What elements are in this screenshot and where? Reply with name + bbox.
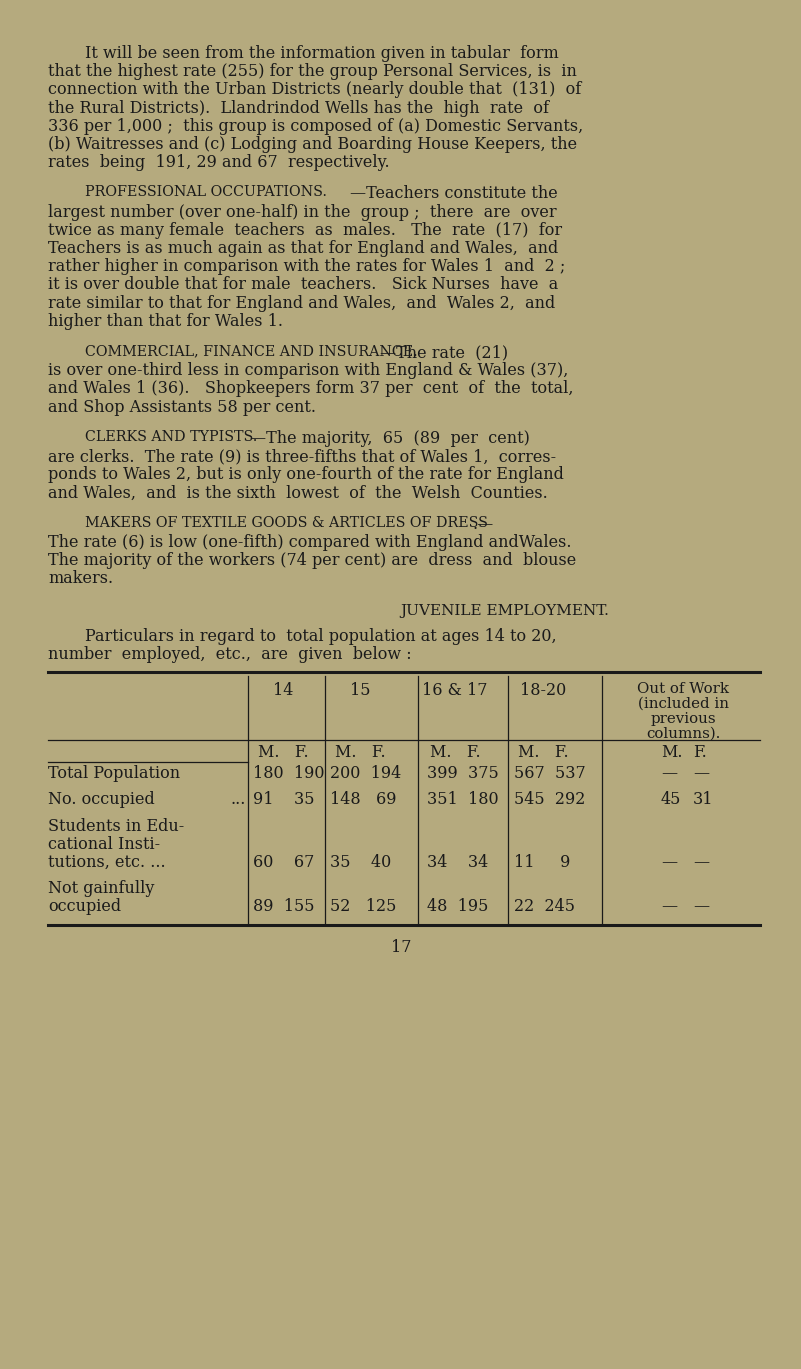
Text: MAKERS OF TEXTILE GOODS & ARTICLES OF DRESS: MAKERS OF TEXTILE GOODS & ARTICLES OF DR… xyxy=(85,516,488,530)
Text: ...: ... xyxy=(230,791,245,809)
Text: 17: 17 xyxy=(391,939,411,956)
Text: Not gainfully: Not gainfully xyxy=(48,880,155,897)
Text: —: — xyxy=(661,898,677,916)
Text: Particulars in regard to  total population at ages 14 to 20,: Particulars in regard to total populatio… xyxy=(85,627,557,645)
Text: is over one-third less in comparison with England & Wales (37),: is over one-third less in comparison wit… xyxy=(48,363,569,379)
Text: and Shop Assistants 58 per cent.: and Shop Assistants 58 per cent. xyxy=(48,398,316,416)
Text: 351  180: 351 180 xyxy=(427,791,499,809)
Text: previous: previous xyxy=(650,712,716,726)
Text: 148   69: 148 69 xyxy=(330,791,396,809)
Text: the Rural Districts).  Llandrindod Wells has the  high  rate  of: the Rural Districts). Llandrindod Wells … xyxy=(48,100,549,116)
Text: Teachers is as much again as that for England and Wales,  and: Teachers is as much again as that for En… xyxy=(48,240,558,257)
Text: twice as many female  teachers  as  males.   The  rate  (17)  for: twice as many female teachers as males. … xyxy=(48,222,562,238)
Text: 567  537: 567 537 xyxy=(514,765,586,782)
Text: 545  292: 545 292 xyxy=(514,791,586,809)
Text: and Wales 1 (36).   Shopkeepers form 37 per  cent  of  the  total,: and Wales 1 (36). Shopkeepers form 37 pe… xyxy=(48,381,574,397)
Text: —: — xyxy=(693,898,709,916)
Text: (included in: (included in xyxy=(638,697,728,711)
Text: tutions, etc. ...: tutions, etc. ... xyxy=(48,854,166,871)
Text: M.   F.: M. F. xyxy=(517,743,569,761)
Text: it is over double that for male  teachers.   Sick Nurses  have  a: it is over double that for male teachers… xyxy=(48,277,558,293)
Text: CLERKS AND TYPISTS.: CLERKS AND TYPISTS. xyxy=(85,430,257,444)
Text: 399  375: 399 375 xyxy=(427,765,499,782)
Text: 45: 45 xyxy=(661,791,682,809)
Text: makers.: makers. xyxy=(48,571,113,587)
Text: Total Population: Total Population xyxy=(48,765,180,782)
Text: 22  245: 22 245 xyxy=(514,898,575,916)
Text: —Teachers constitute the: —Teachers constitute the xyxy=(350,185,557,203)
Text: F.: F. xyxy=(693,743,706,761)
Text: 16 & 17: 16 & 17 xyxy=(422,682,488,700)
Text: occupied: occupied xyxy=(48,898,121,916)
Text: higher than that for Wales 1.: higher than that for Wales 1. xyxy=(48,312,283,330)
Text: 15: 15 xyxy=(350,682,370,700)
Text: —: — xyxy=(693,854,709,871)
Text: The majority of the workers (74 per cent) are  dress  and  blouse: The majority of the workers (74 per cent… xyxy=(48,552,576,570)
Text: are clerks.  The rate (9) is three-fifths that of Wales 1,  corres-: are clerks. The rate (9) is three-fifths… xyxy=(48,448,556,465)
Text: 34    34: 34 34 xyxy=(427,854,489,871)
Text: —: — xyxy=(661,765,677,782)
Text: rather higher in comparison with the rates for Wales 1  and  2 ;: rather higher in comparison with the rat… xyxy=(48,259,566,275)
Text: and Wales,  and  is the sixth  lowest  of  the  Welsh  Counties.: and Wales, and is the sixth lowest of th… xyxy=(48,485,548,501)
Text: 180  190: 180 190 xyxy=(253,765,324,782)
Text: 200  194: 200 194 xyxy=(330,765,401,782)
Text: No. occupied: No. occupied xyxy=(48,791,155,809)
Text: —: — xyxy=(693,765,709,782)
Text: 35    40: 35 40 xyxy=(330,854,391,871)
Text: 60    67: 60 67 xyxy=(253,854,314,871)
Text: M.   F.: M. F. xyxy=(335,743,385,761)
Text: It will be seen from the information given in tabular  form: It will be seen from the information giv… xyxy=(85,45,559,62)
Text: .—: .— xyxy=(473,516,494,533)
Text: M.: M. xyxy=(661,743,682,761)
Text: —The majority,  65  (89  per  cent): —The majority, 65 (89 per cent) xyxy=(250,430,530,446)
Text: PROFESSIONAL OCCUPATIONS.: PROFESSIONAL OCCUPATIONS. xyxy=(85,185,327,200)
Text: ponds to Wales 2, but is only one-fourth of the rate for England: ponds to Wales 2, but is only one-fourth… xyxy=(48,467,564,483)
Text: JUVENILE EMPLOYMENT.: JUVENILE EMPLOYMENT. xyxy=(400,604,609,619)
Text: 31: 31 xyxy=(693,791,714,809)
Text: 18-20: 18-20 xyxy=(520,682,566,700)
Text: connection with the Urban Districts (nearly double that  (131)  of: connection with the Urban Districts (nea… xyxy=(48,81,582,99)
Text: Out of Work: Out of Work xyxy=(637,682,729,695)
Text: (b) Waitresses and (c) Lodging and Boarding House Keepers, the: (b) Waitresses and (c) Lodging and Board… xyxy=(48,136,578,153)
Text: Students in Edu-: Students in Edu- xyxy=(48,817,184,835)
Text: 91    35: 91 35 xyxy=(253,791,315,809)
Text: —The rate  (21): —The rate (21) xyxy=(380,344,508,361)
Text: 336 per 1,000 ;  this group is composed of (a) Domestic Servants,: 336 per 1,000 ; this group is composed o… xyxy=(48,118,583,134)
Text: 48  195: 48 195 xyxy=(427,898,489,916)
Text: number  employed,  etc.,  are  given  below :: number employed, etc., are given below : xyxy=(48,646,412,663)
Text: cational Insti-: cational Insti- xyxy=(48,836,160,853)
Text: 11     9: 11 9 xyxy=(514,854,570,871)
Text: rates  being  191, 29 and 67  respectively.: rates being 191, 29 and 67 respectively. xyxy=(48,155,389,171)
Text: 89  155: 89 155 xyxy=(253,898,315,916)
Text: The rate (6) is low (one-fifth) compared with England andWales.: The rate (6) is low (one-fifth) compared… xyxy=(48,534,571,550)
Text: —: — xyxy=(661,854,677,871)
Text: largest number (over one-half) in the  group ;  there  are  over: largest number (over one-half) in the gr… xyxy=(48,204,557,220)
Text: 14: 14 xyxy=(273,682,293,700)
Text: rate similar to that for England and Wales,  and  Wales 2,  and: rate similar to that for England and Wal… xyxy=(48,294,555,312)
Text: M.   F.: M. F. xyxy=(258,743,308,761)
Text: M.   F.: M. F. xyxy=(429,743,481,761)
Text: COMMERCIAL, FINANCE AND INSURANCE.: COMMERCIAL, FINANCE AND INSURANCE. xyxy=(85,344,418,359)
Text: 52   125: 52 125 xyxy=(330,898,396,916)
Text: that the highest rate (255) for the group Personal Services, is  in: that the highest rate (255) for the grou… xyxy=(48,63,577,81)
Text: columns).: columns). xyxy=(646,727,720,741)
